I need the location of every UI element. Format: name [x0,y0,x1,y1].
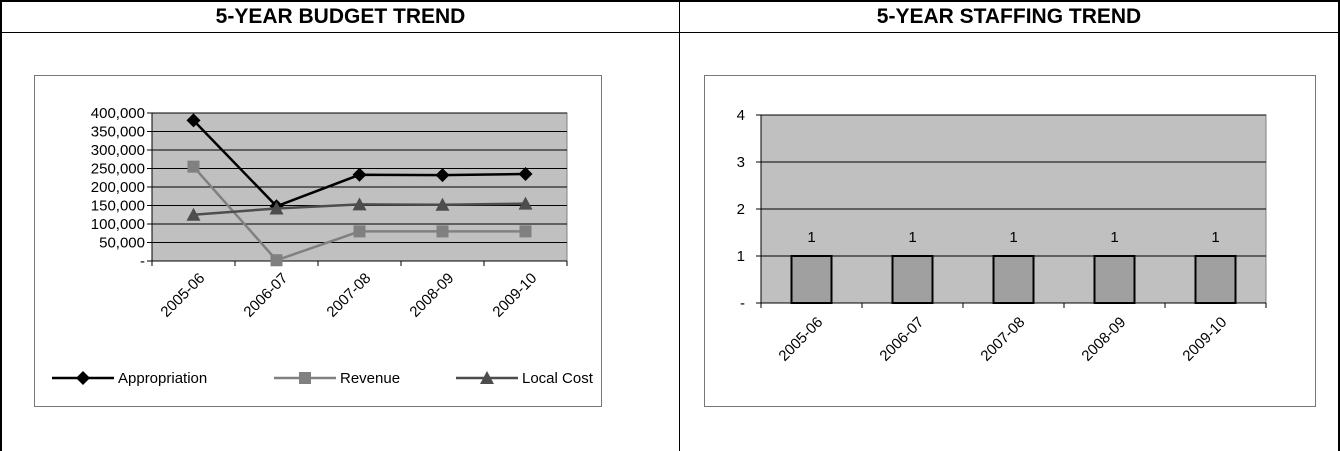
y-tick-label: 50,000 [99,235,145,252]
legend-label: Local Cost [522,370,594,387]
bar [891,255,934,304]
legend-label: Revenue [340,370,400,387]
legend-marker [76,371,90,385]
y-tick-label: 100,000 [91,216,145,233]
staffing-trend-heading: 5-YEAR STAFFING TREND [680,0,1338,33]
data-point [186,113,201,128]
y-tick-label: 300,000 [91,142,145,159]
bar [1194,255,1237,304]
y-tick-label: 250,000 [91,161,145,178]
x-tick-label: 2005-06 [775,314,826,365]
data-label: 1 [1110,229,1118,246]
bar [992,255,1035,304]
x-tick-label: 2006-07 [876,314,927,365]
data-point [270,254,283,267]
data-point [435,168,450,183]
x-tick-label: 2005-06 [157,270,208,321]
legend-label: Appropriation [118,370,207,387]
data-point [352,197,367,211]
y-tick-label: 4 [737,107,745,124]
x-tick-label: 2009-10 [1179,314,1230,365]
data-point [518,167,533,182]
x-tick-label: 2009-10 [489,270,540,321]
y-tick-label: 350,000 [91,124,145,141]
legend-marker [299,372,311,384]
y-tick-label: 3 [737,154,745,171]
y-tick-label: - [140,253,145,270]
data-label: 1 [807,229,815,246]
y-tick-label: 200,000 [91,179,145,196]
x-tick-label: 2006-07 [240,270,291,321]
y-tick-label: 2 [737,201,745,218]
budget-trend-panel: 5-YEAR BUDGET TREND -50,000 100,000 150,00… [0,0,680,451]
data-label: 1 [1009,229,1017,246]
y-tick-label: 150,000 [91,198,145,215]
bar [790,255,833,304]
x-tick-label: 2008-09 [406,270,457,321]
data-point [435,197,450,211]
staffing-trend-panel: 5-YEAR STAFFING TREND - 1 2 3 4 1 1 1 1 1 2005-06 2… [680,0,1340,451]
data-point [518,196,533,210]
budget-trend-heading: 5-YEAR BUDGET TREND [2,0,679,33]
data-point [269,201,284,215]
x-tick-label: 2007-08 [977,314,1028,365]
data-point [519,225,532,238]
data-point [187,160,200,173]
legend-marker [480,371,494,384]
x-tick-label: 2007-08 [323,270,374,321]
data-label: 1 [1211,229,1219,246]
data-point [436,225,449,238]
data-point [186,207,201,221]
data-label: 1 [908,229,916,246]
data-point [353,225,366,238]
y-tick-label: 1 [737,248,745,265]
y-tick-label: 400,000 [91,105,145,122]
data-point [352,167,367,182]
x-tick-label: 2008-09 [1078,314,1129,365]
staffing-bar-chart: - 1 2 3 4 1 1 1 1 1 2005-06 2006-07 2007-08 2008-09 20… [737,107,1267,365]
y-tick-label: - [740,295,745,312]
bar [1093,255,1136,304]
